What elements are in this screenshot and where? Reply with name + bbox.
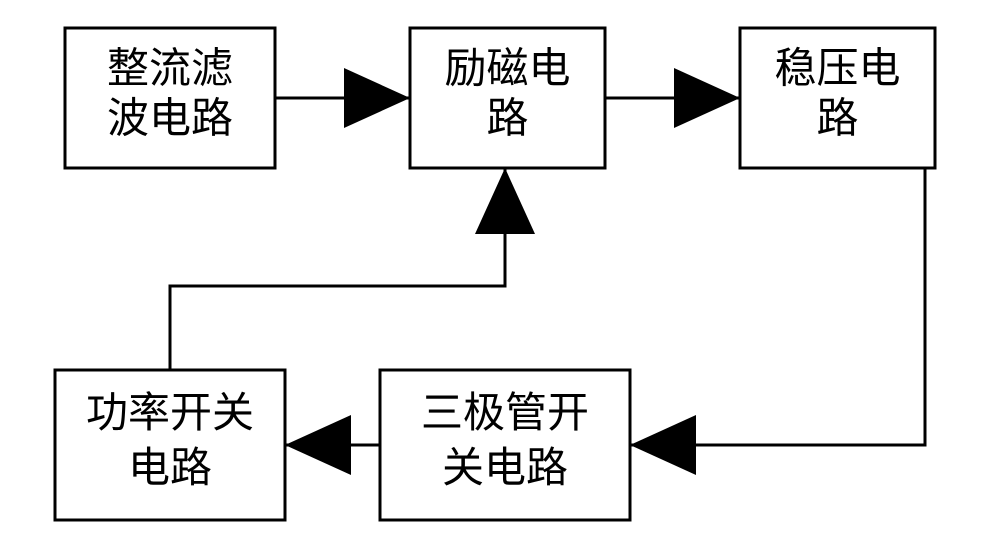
node-label-excitation-line0: 励磁电 xyxy=(444,47,570,93)
node-label-power-switch-line0: 功率开关 xyxy=(86,390,254,437)
node-label-transistor-switch-line0: 三极管开 xyxy=(421,391,589,437)
node-label-excitation-line1: 路 xyxy=(486,97,528,143)
node-power-switch: 功率开关电路 xyxy=(55,370,285,520)
edge-feedback-to-exc xyxy=(170,168,505,370)
block-diagram: 整流滤波电路励磁电路稳压电路功率开关电路三极管开关电路 xyxy=(0,0,1000,556)
node-transistor-switch: 三极管开关电路 xyxy=(380,370,630,520)
node-rectifier-filter: 整流滤波电路 xyxy=(65,28,275,168)
node-label-rectifier-filter-line0: 整流滤 xyxy=(107,47,233,93)
node-label-regulator-line0: 稳压电 xyxy=(774,47,900,93)
node-label-regulator-line1: 路 xyxy=(816,97,858,143)
node-label-rectifier-filter-line1: 波电路 xyxy=(107,97,233,143)
node-label-transistor-switch-line1: 关电路 xyxy=(442,446,568,492)
node-excitation: 励磁电路 xyxy=(410,28,605,168)
node-label-power-switch-line1: 电路 xyxy=(128,446,212,492)
node-regulator: 稳压电路 xyxy=(740,28,935,168)
edge-reg-to-trans xyxy=(630,168,925,445)
